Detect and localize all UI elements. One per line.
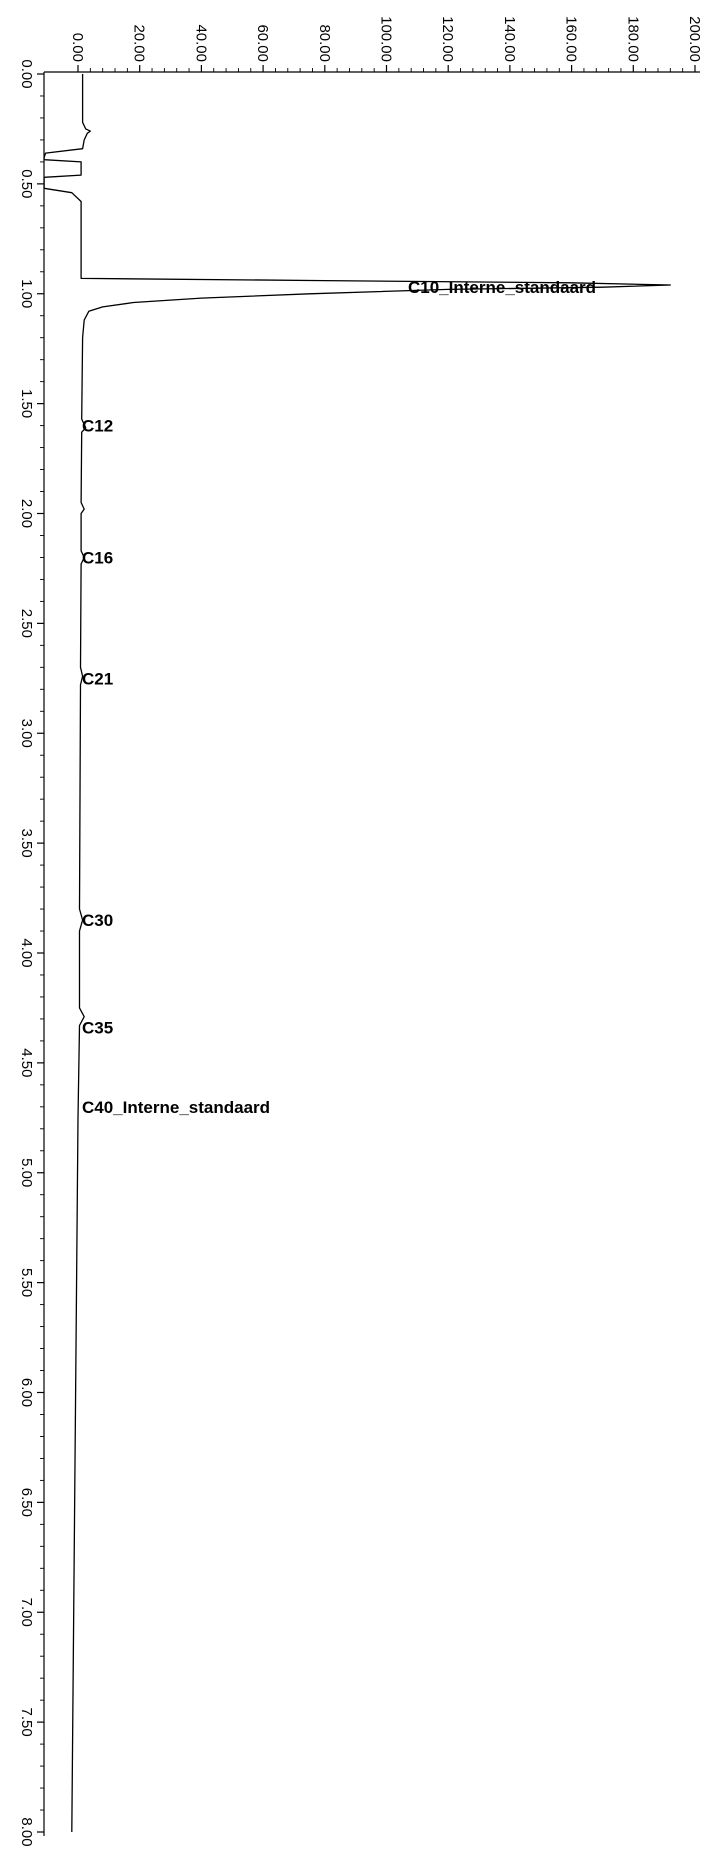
time-tick-label: 7.50	[18, 1708, 35, 1737]
time-tick-label: 5.50	[18, 1268, 35, 1297]
signal-tick-label: 80.00	[316, 24, 333, 62]
time-axis: 0.00 0.50 1.00 1.50 2.00 2.50 3.00 3.50 4.00 4.50…	[18, 59, 44, 1846]
signal-tick-label: 60.00	[254, 24, 271, 62]
signal-tick-label: 0.00	[69, 33, 86, 62]
peak-label: C16	[82, 548, 113, 567]
signal-tick-label: 180.00	[624, 16, 641, 62]
signal-tick-label: 120.00	[439, 16, 456, 62]
time-tick-label: 8.00	[18, 1817, 35, 1846]
peak-annotations: C10_Interne_standaard C12 C16 C21 C30 C35 C40_…	[82, 278, 596, 1117]
signal-tick-label: 20.00	[131, 24, 148, 62]
time-tick-label: 3.50	[18, 829, 35, 858]
time-tick-label: 0.00	[18, 59, 35, 88]
peak-label: C21	[82, 669, 113, 688]
signal-axis: 0.00 20.00 40.00 60.00 80.00 100.00 120.00 140.…	[44, 16, 703, 72]
series-layer	[44, 74, 670, 1832]
time-tick-label: 3.00	[18, 719, 35, 748]
peak-label: C10_Interne_standaard	[408, 278, 596, 297]
time-tick-label: 7.00	[18, 1598, 35, 1627]
time-tick-label: 6.00	[18, 1378, 35, 1407]
time-tick-label: 0.50	[18, 169, 35, 198]
peak-label: C12	[82, 417, 113, 436]
time-tick-label: 2.00	[18, 499, 35, 528]
time-tick-label: 4.00	[18, 938, 35, 967]
time-tick-label: 2.50	[18, 609, 35, 638]
peak-label: C30	[82, 911, 113, 930]
signal-tick-label: 100.00	[378, 16, 395, 62]
signal-tick-label: 200.00	[686, 16, 703, 62]
time-tick-label: 1.50	[18, 389, 35, 418]
time-tick-label: 6.50	[18, 1488, 35, 1517]
signal-tick-label: 160.00	[563, 16, 580, 62]
signal-tick-label: 40.00	[192, 24, 209, 62]
peak-label: C35	[82, 1019, 113, 1038]
signal-tick-label: 140.00	[501, 16, 518, 62]
time-tick-label: 1.00	[18, 279, 35, 308]
peak-label: C40_Interne_standaard	[82, 1098, 270, 1117]
time-tick-label: 5.00	[18, 1158, 35, 1187]
time-tick-label: 4.50	[18, 1048, 35, 1077]
chromatogram-trace	[44, 74, 670, 1832]
